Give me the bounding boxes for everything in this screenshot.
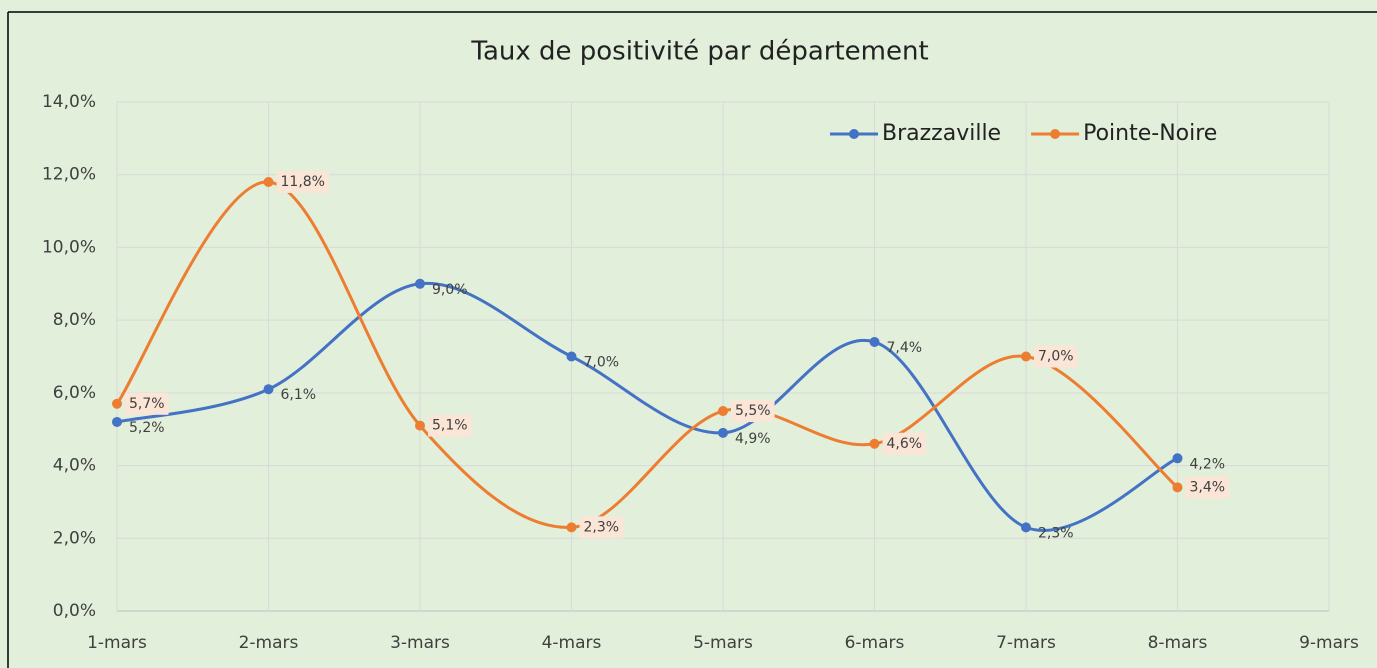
y-tick-label: 14,0% (42, 92, 96, 112)
data-label: 7,4% (887, 340, 923, 356)
y-tick-label: 12,0% (42, 165, 96, 185)
x-tick-label: 3-mars (390, 633, 450, 653)
data-label-box (882, 432, 927, 455)
data-point (566, 351, 577, 362)
data-point (263, 176, 274, 187)
data-point (1021, 522, 1031, 533)
data-label: 9,0% (432, 282, 468, 298)
data-label-box (1034, 345, 1078, 368)
data-label-box (1185, 476, 1230, 499)
data-label: 6,1% (281, 387, 317, 403)
data-point (566, 522, 577, 533)
x-tick-label: 2-mars (239, 633, 299, 653)
legend-marker (849, 129, 859, 139)
data-label: 4,2% (1190, 456, 1226, 472)
data-label-group: 5,1% (428, 414, 472, 437)
data-label-group: 7,0% (1034, 345, 1078, 368)
y-tick-label: 0,0% (53, 601, 96, 621)
data-label-group: 5,2% (129, 420, 165, 436)
y-tick-label: 4,0% (53, 456, 96, 476)
x-tick-label: 5-mars (693, 633, 753, 653)
data-label: 5,2% (129, 420, 165, 436)
data-label-group: 4,9% (735, 431, 771, 447)
x-tick-label: 1-mars (87, 633, 147, 653)
x-tick-label: 7-mars (996, 633, 1056, 653)
data-label: 2,3% (584, 519, 620, 535)
data-label-group: 11,8% (276, 170, 329, 193)
x-tick-label: 8-mars (1148, 633, 1208, 653)
y-tick-label: 8,0% (53, 310, 96, 330)
data-label-box (125, 392, 169, 415)
data-label-group: 9,0% (432, 282, 468, 298)
legend-label: Brazzaville (882, 121, 1001, 146)
data-label-group: 2,3% (1038, 525, 1074, 541)
data-label-box (731, 400, 775, 423)
x-tick-label: 6-mars (845, 633, 905, 653)
data-point (263, 384, 274, 395)
data-point (415, 420, 425, 431)
data-label-group: 5,7% (125, 392, 169, 415)
data-label-group: 7,0% (584, 355, 620, 371)
legend-marker (1050, 129, 1061, 139)
data-point (1021, 351, 1031, 362)
data-label-group: 4,6% (882, 432, 927, 455)
y-tick-label: 10,0% (42, 237, 96, 257)
x-tick-label: 4-mars (542, 633, 602, 653)
data-point (112, 398, 122, 409)
data-point (869, 336, 880, 347)
data-point (1172, 482, 1183, 493)
data-label: 5,1% (432, 418, 468, 434)
data-label: 5,7% (129, 396, 165, 412)
data-label: 11,8% (281, 174, 325, 190)
data-point (415, 278, 425, 289)
data-point (869, 438, 880, 449)
data-label: 3,4% (1190, 479, 1226, 495)
data-label-group: 7,4% (887, 340, 923, 356)
data-label: 7,0% (584, 355, 620, 371)
series-line (116, 281, 1179, 532)
legend-label: Pointe-Noire (1083, 121, 1217, 146)
data-label: 2,3% (1038, 525, 1074, 541)
data-label-group: 5,5% (731, 400, 775, 423)
data-label-group: 2,3% (579, 516, 624, 539)
x-tick-label: 9-mars (1299, 633, 1359, 653)
data-label-box (428, 414, 472, 437)
y-tick-label: 6,0% (53, 383, 96, 403)
data-label: 5,5% (735, 403, 771, 419)
data-label-group: 4,2% (1190, 456, 1226, 472)
data-label-box (276, 170, 329, 193)
data-point (112, 416, 122, 427)
data-label: 4,9% (735, 431, 771, 447)
chart-title: Taux de positivité par département (470, 37, 928, 67)
data-point (718, 427, 728, 438)
data-point (1172, 453, 1183, 464)
data-label: 4,6% (887, 436, 923, 452)
data-label-box (579, 516, 624, 539)
data-label: 7,0% (1038, 349, 1074, 365)
y-tick-label: 2,0% (53, 528, 96, 548)
data-label-group: 3,4% (1185, 476, 1230, 499)
data-point (718, 406, 728, 417)
data-label-group: 6,1% (281, 387, 317, 403)
